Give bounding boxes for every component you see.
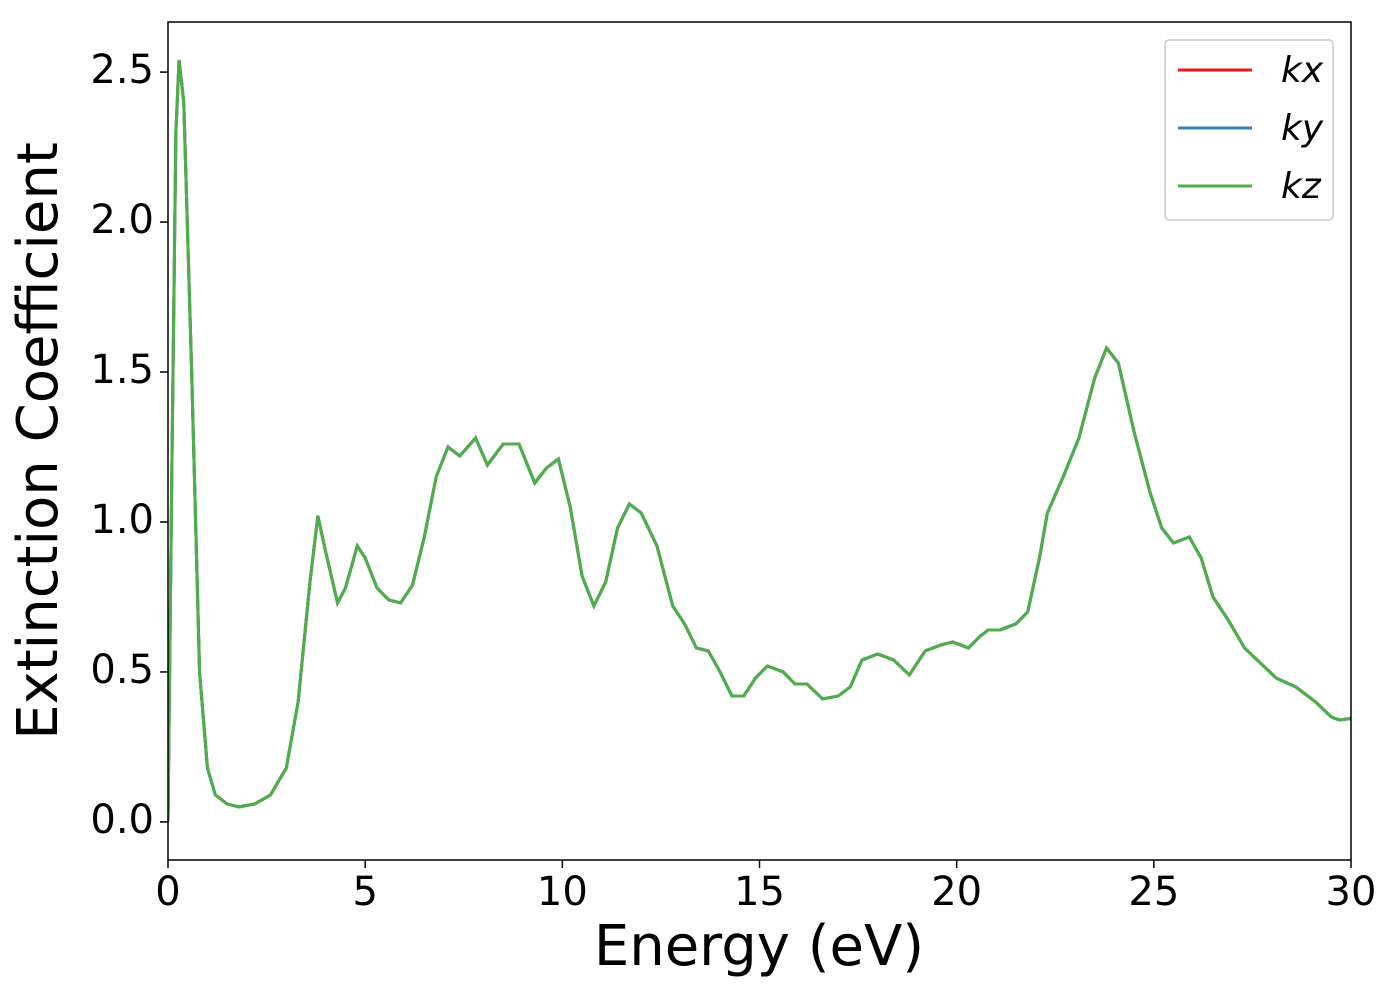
y-tick-label: 1.5 (90, 347, 154, 393)
x-tick-label: 25 (1128, 869, 1179, 915)
x-tick-label: 0 (155, 869, 180, 915)
x-tick-label: 5 (352, 869, 377, 915)
plot-frame (167, 21, 1352, 861)
legend-label: kx (1281, 50, 1324, 91)
legend-label: ky (1281, 108, 1324, 149)
legend-label: kz (1281, 166, 1322, 207)
y-tick-label: 2.5 (90, 47, 154, 93)
x-tick-label: 10 (537, 869, 588, 915)
legend-box (1164, 39, 1334, 221)
y-tick-label: 0.0 (90, 797, 154, 843)
line-series (168, 59, 1351, 822)
x-tick-label: 30 (1326, 869, 1377, 915)
y-tick-label: 1.0 (90, 497, 154, 543)
y-axis-label: Extinction Coefficient (6, 142, 71, 740)
x-axis-label: Energy (eV) (594, 914, 924, 979)
x-tick-label: 20 (931, 869, 982, 915)
x-tick-label: 15 (734, 869, 785, 915)
y-tick-label: 0.5 (90, 647, 154, 693)
y-tick-label: 2.0 (90, 197, 154, 243)
